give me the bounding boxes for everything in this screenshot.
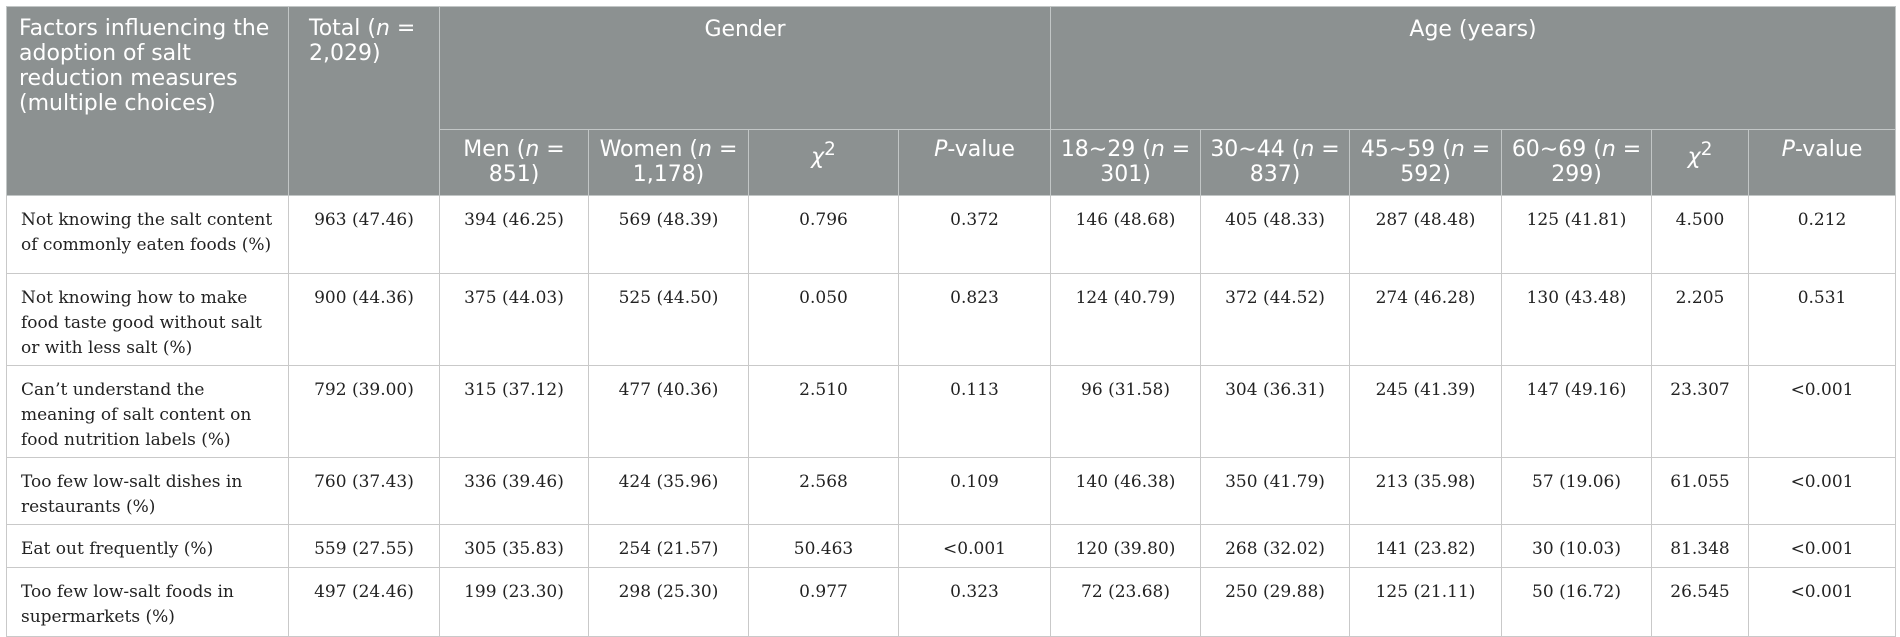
gender-p-value-cell: <0.001 <box>897 524 1052 568</box>
age-chi-square-cell: 23.307 <box>1651 365 1750 458</box>
table-row: Eat out frequently (%) 559 (27.55) 305 (… <box>6 524 1897 568</box>
gender-chi-square-cell: 50.463 <box>748 524 899 568</box>
age-30-44-header: 30∼44 (n = 837) <box>1200 129 1351 196</box>
age-45-59-cell: 213 (35.98) <box>1349 457 1503 525</box>
gender-chi-square-cell: 0.050 <box>748 273 899 366</box>
data-table: Factors influencing the adoption of salt… <box>6 6 1897 637</box>
table-body: Not knowing the salt content of commonly… <box>6 195 1897 637</box>
men-cell: 336 (39.46) <box>439 457 589 525</box>
age-p-value-cell: <0.001 <box>1748 457 1897 525</box>
age-45-59-header: 45∼59 (n = 592) <box>1349 129 1503 196</box>
total-cell: 760 (37.43) <box>288 457 440 525</box>
table-row: Not knowing the salt content of commonly… <box>6 195 1897 274</box>
age-chi-square-cell: 26.545 <box>1651 567 1750 637</box>
gender-p-value-cell: 0.823 <box>897 273 1052 366</box>
age-chi-square-cell: 2.205 <box>1651 273 1750 366</box>
age-p-value-cell: 0.212 <box>1748 195 1897 274</box>
gender-chi-square-cell: 2.568 <box>748 457 899 525</box>
table-row: Too few low-salt foods in supermarkets (… <box>6 567 1897 637</box>
age-60-69-header: 60∼69 (n = 299) <box>1501 129 1653 196</box>
age-30-44-cell: 250 (29.88) <box>1200 567 1351 637</box>
age-60-69-cell: 130 (43.48) <box>1501 273 1653 366</box>
header-row-columns: Men (n = 851) Women (n = 1,178) χ2 P-val… <box>7 129 1897 196</box>
gender-chi-square-header: χ2 <box>748 129 899 196</box>
age-60-69-cell: 50 (16.72) <box>1501 567 1653 637</box>
age-30-44-cell: 304 (36.31) <box>1200 365 1351 458</box>
age-18-29-cell: 124 (40.79) <box>1050 273 1202 366</box>
men-cell: 315 (37.12) <box>439 365 589 458</box>
age-p-value-cell: <0.001 <box>1748 365 1897 458</box>
table-row: Too few low-salt dishes in restaurants (… <box>6 457 1897 525</box>
gender-p-value-cell: 0.323 <box>897 567 1052 637</box>
age-18-29-header: 18∼29 (n = 301) <box>1050 129 1202 196</box>
women-cell: 254 (21.57) <box>588 524 749 568</box>
women-cell: 298 (25.30) <box>588 567 749 637</box>
table-header: Factors influencing the adoption of salt… <box>6 6 1897 196</box>
age-30-44-cell: 350 (41.79) <box>1200 457 1351 525</box>
row-label: Can’t understand the meaning of salt con… <box>6 365 289 458</box>
men-cell: 199 (23.30) <box>439 567 589 637</box>
women-cell: 569 (48.39) <box>588 195 749 274</box>
table-container: Factors influencing the adoption of salt… <box>6 6 1897 637</box>
row-label: Eat out frequently (%) <box>6 524 289 568</box>
total-cell: 792 (39.00) <box>288 365 440 458</box>
gender-p-value-cell: 0.109 <box>897 457 1052 525</box>
men-cell: 305 (35.83) <box>439 524 589 568</box>
gender-p-value-header: P-value <box>897 129 1052 196</box>
age-30-44-cell: 268 (32.02) <box>1200 524 1351 568</box>
age-45-59-cell: 287 (48.48) <box>1349 195 1503 274</box>
gender-chi-square-cell: 0.796 <box>748 195 899 274</box>
women-cell: 424 (35.96) <box>588 457 749 525</box>
table-row: Can’t understand the meaning of salt con… <box>6 365 1897 458</box>
total-cell: 497 (24.46) <box>288 567 440 637</box>
row-label: Too few low-salt foods in supermarkets (… <box>6 567 289 637</box>
age-18-29-cell: 140 (46.38) <box>1050 457 1202 525</box>
age-group-header: Age (years) <box>1050 6 1897 130</box>
men-cell: 394 (46.25) <box>439 195 589 274</box>
total-cell: 559 (27.55) <box>288 524 440 568</box>
age-30-44-cell: 372 (44.52) <box>1200 273 1351 366</box>
age-45-59-cell: 141 (23.82) <box>1349 524 1503 568</box>
row-label: Not knowing the salt content of commonly… <box>6 195 289 274</box>
header-row-groups: Factors influencing the adoption of salt… <box>6 6 1897 196</box>
age-p-value-cell: 0.531 <box>1748 273 1897 366</box>
age-chi-square-cell: 4.500 <box>1651 195 1750 274</box>
gender-chi-square-cell: 2.510 <box>748 365 899 458</box>
gender-p-value-cell: 0.372 <box>897 195 1052 274</box>
age-60-69-cell: 125 (41.81) <box>1501 195 1653 274</box>
age-60-69-cell: 57 (19.06) <box>1501 457 1653 525</box>
age-chi-square-header: χ2 <box>1651 129 1750 196</box>
table-row: Not knowing how to make food taste good … <box>6 273 1897 366</box>
gender-p-value-cell: 0.113 <box>897 365 1052 458</box>
age-p-value-cell: <0.001 <box>1748 524 1897 568</box>
row-label: Too few low-salt dishes in restaurants (… <box>6 457 289 525</box>
age-chi-square-cell: 81.348 <box>1651 524 1750 568</box>
age-18-29-cell: 96 (31.58) <box>1050 365 1202 458</box>
age-45-59-cell: 245 (41.39) <box>1349 365 1503 458</box>
total-cell: 963 (47.46) <box>288 195 440 274</box>
age-18-29-cell: 146 (48.68) <box>1050 195 1202 274</box>
men-cell: 375 (44.03) <box>439 273 589 366</box>
age-chi-square-cell: 61.055 <box>1651 457 1750 525</box>
row-label: Not knowing how to make food taste good … <box>6 273 289 366</box>
total-cell: 900 (44.36) <box>288 273 440 366</box>
age-60-69-cell: 147 (49.16) <box>1501 365 1653 458</box>
age-18-29-cell: 120 (39.80) <box>1050 524 1202 568</box>
total-header: Total (n = 2,029) <box>288 6 440 196</box>
age-45-59-cell: 274 (46.28) <box>1349 273 1503 366</box>
gender-group-header: Gender <box>438 6 1052 130</box>
age-45-59-cell: 125 (21.11) <box>1349 567 1503 637</box>
factors-header: Factors influencing the adoption of salt… <box>6 6 289 196</box>
age-18-29-cell: 72 (23.68) <box>1050 567 1202 637</box>
age-30-44-cell: 405 (48.33) <box>1200 195 1351 274</box>
age-p-value-header: P-value <box>1748 129 1897 196</box>
age-p-value-cell: <0.001 <box>1748 567 1897 637</box>
women-cell: 525 (44.50) <box>588 273 749 366</box>
women-header: Women (n = 1,178) <box>588 129 749 196</box>
age-60-69-cell: 30 (10.03) <box>1501 524 1653 568</box>
gender-chi-square-cell: 0.977 <box>748 567 899 637</box>
women-cell: 477 (40.36) <box>588 365 749 458</box>
men-header: Men (n = 851) <box>439 129 589 196</box>
